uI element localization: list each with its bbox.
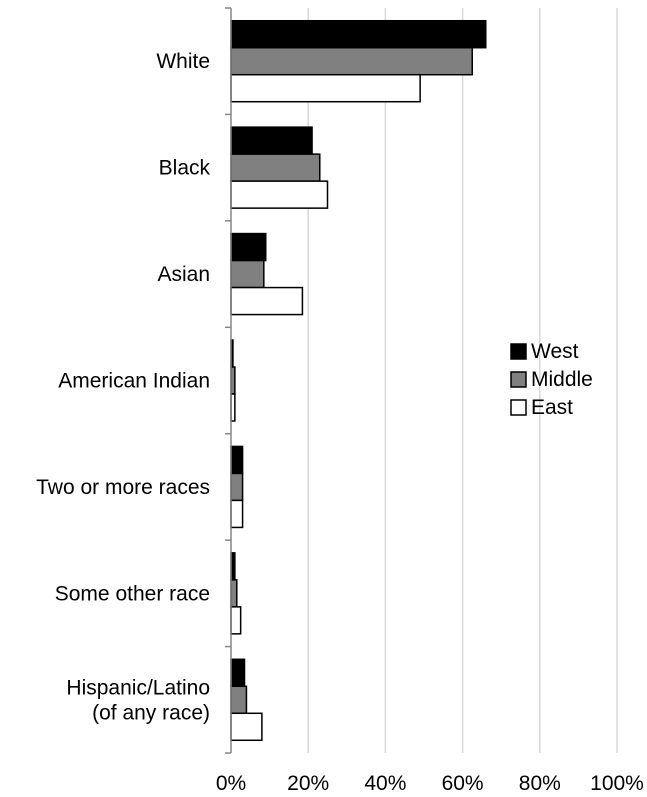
bar-east-hispanic-latino-of-any-race [230,712,263,742]
bar-middle-asian [230,259,265,289]
legend-label-west: West [531,340,579,363]
bar-middle-some-other-race [230,579,238,608]
x-tick-label-80: 80% [519,772,561,795]
bar-west-hispanic-latino-of-any-race [230,658,246,688]
category-label-white: White [156,50,210,73]
category-label-two-or-more-races: Two or more races [36,476,210,499]
bar-middle-two-or-more-races [230,472,244,502]
bar-west-white [230,19,487,49]
bar-east-black [230,180,329,209]
x-tick-label-60: 60% [442,772,484,795]
bar-west-asian [230,232,267,262]
legend-swatch-east [510,399,527,416]
x-tick-labels: 0% 20% 40% 60% 80% 100% [216,772,644,795]
bar-middle-hispanic-latino-of-any-race [230,685,248,715]
category-label-some-other-race: Some other race [55,582,210,605]
bar-east-some-other-race [230,606,242,635]
category-labels: White Black Asian American Indian Two or mor… [36,50,210,724]
bar-middle-white [230,46,473,76]
x-tick-label-20: 20% [287,772,329,795]
category-label-american-indian: American Indian [58,370,210,393]
legend-swatch-west [510,343,527,360]
legend-label-east: East [531,396,573,419]
legend: West Middle East [510,340,593,419]
bar-west-black [230,126,313,155]
category-label-black: Black [159,157,211,180]
bar-east-two-or-more-races [230,499,244,529]
bar-east-white [230,73,421,103]
bar-east-asian [230,286,304,316]
category-label-asian: Asian [157,263,210,286]
bar-west-two-or-more-races [230,445,244,475]
x-tick-label-100: 100% [590,772,644,795]
bars [230,19,487,742]
legend-swatch-middle [510,371,527,388]
y-axis [225,7,232,754]
legend-label-middle: Middle [531,368,593,391]
x-tick-label-0: 0% [216,772,246,795]
x-tick-label-40: 40% [364,772,406,795]
bar-middle-black [230,153,321,182]
category-label-hispanic-latino-of-any-race: Hispanic/Latino (of any race) [66,676,210,724]
gridlines [307,8,618,753]
